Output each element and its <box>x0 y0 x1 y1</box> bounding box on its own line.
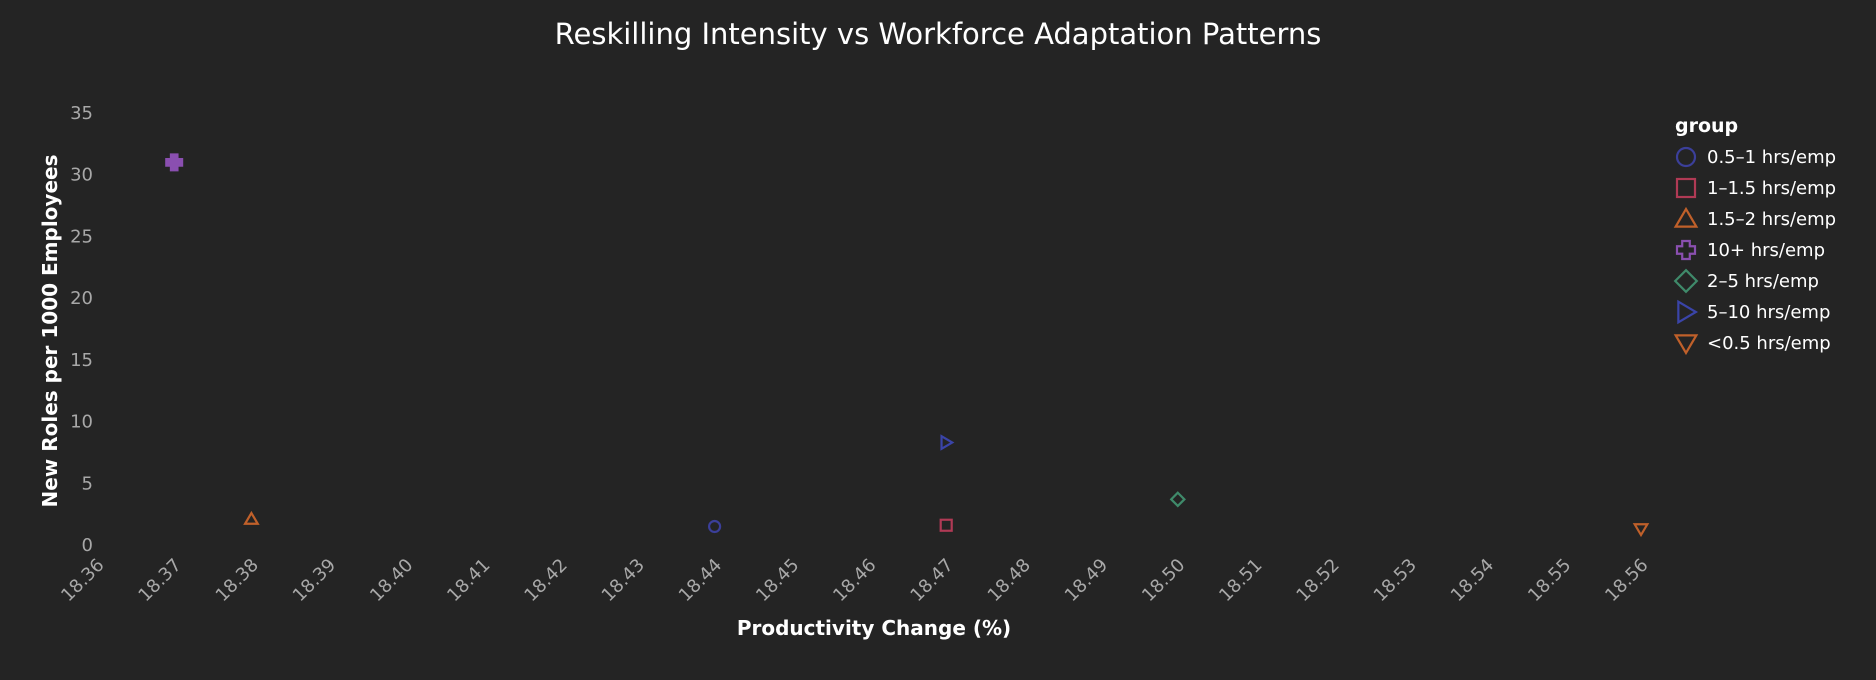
x-tick-label: 18.50 <box>1138 555 1189 606</box>
x-tick-label: 18.42 <box>520 555 571 606</box>
legend-marker <box>1673 206 1699 228</box>
y-tick-label: 0 <box>82 535 93 556</box>
x-tick-label: 18.52 <box>1292 555 1343 606</box>
data-point <box>1632 523 1650 538</box>
y-tick-label: 30 <box>70 165 93 186</box>
chart-title: Reskilling Intensity vs Workforce Adapta… <box>555 17 1322 51</box>
legend-marker <box>1675 177 1697 199</box>
x-tick-label: 18.36 <box>57 555 108 606</box>
data-point <box>1169 491 1186 508</box>
data-point <box>940 434 955 451</box>
x-tick-label: 18.48 <box>984 555 1035 606</box>
y-tick-label: 25 <box>70 226 93 247</box>
legend-marker <box>1675 146 1697 168</box>
data-point <box>243 510 260 525</box>
x-tick-label: 18.37 <box>134 555 185 606</box>
data-point <box>939 518 953 532</box>
legend-title: group <box>1675 115 1738 137</box>
x-tick-label: 18.39 <box>289 555 340 606</box>
x-tick-label: 18.53 <box>1370 555 1421 606</box>
legend-label: 1.5–2 hrs/emp <box>1707 209 1836 230</box>
x-tick-label: 18.54 <box>1447 555 1498 606</box>
x-axis-ticks: 18.36 18.37 18.38 18.39 18.40 18.41 18.42 18.43… <box>57 555 1652 606</box>
y-axis-title: New Roles per 1000 Employees <box>38 155 62 508</box>
x-tick-label: 18.45 <box>752 555 803 606</box>
legend-marker <box>1673 268 1699 294</box>
y-tick-label: 10 <box>70 412 93 433</box>
y-tick-label: 15 <box>70 350 93 371</box>
legend-marker <box>1675 239 1697 261</box>
x-tick-label: 18.38 <box>212 555 263 606</box>
legend-label: 10+ hrs/emp <box>1707 240 1825 261</box>
legend-label: 2–5 hrs/emp <box>1707 271 1819 292</box>
legend-marker <box>1677 299 1699 325</box>
x-tick-label: 18.44 <box>675 555 726 606</box>
x-tick-label: 18.43 <box>598 555 649 606</box>
y-tick-label: 20 <box>70 288 93 309</box>
data-point <box>165 153 184 172</box>
x-tick-label: 18.56 <box>1601 555 1652 606</box>
legend-label: <0.5 hrs/emp <box>1707 333 1831 354</box>
legend-label: 0.5–1 hrs/emp <box>1707 147 1836 168</box>
legend: group 0.5–1 hrs/emp 1–1.5 hrs/emp 1.5–2 hr… <box>1673 115 1836 356</box>
x-tick-label: 18.40 <box>366 555 417 606</box>
data-point <box>707 519 722 534</box>
x-tick-label: 18.47 <box>906 555 957 606</box>
x-tick-label: 18.49 <box>1061 555 1112 606</box>
x-axis-title: Productivity Change (%) <box>737 616 1011 640</box>
x-tick-label: 18.46 <box>829 555 880 606</box>
y-tick-label: 5 <box>82 473 93 494</box>
x-tick-label: 18.41 <box>443 555 494 606</box>
legend-label: 1–1.5 hrs/emp <box>1707 178 1836 199</box>
legend-marker <box>1673 334 1699 356</box>
y-axis-ticks: 0 5 10 15 20 25 30 35 <box>70 103 93 556</box>
x-tick-label: 18.55 <box>1524 555 1575 606</box>
x-tick-label: 18.51 <box>1215 555 1266 606</box>
y-tick-label: 35 <box>70 103 93 124</box>
legend-label: 5–10 hrs/emp <box>1707 302 1830 323</box>
data-points <box>165 153 1650 538</box>
